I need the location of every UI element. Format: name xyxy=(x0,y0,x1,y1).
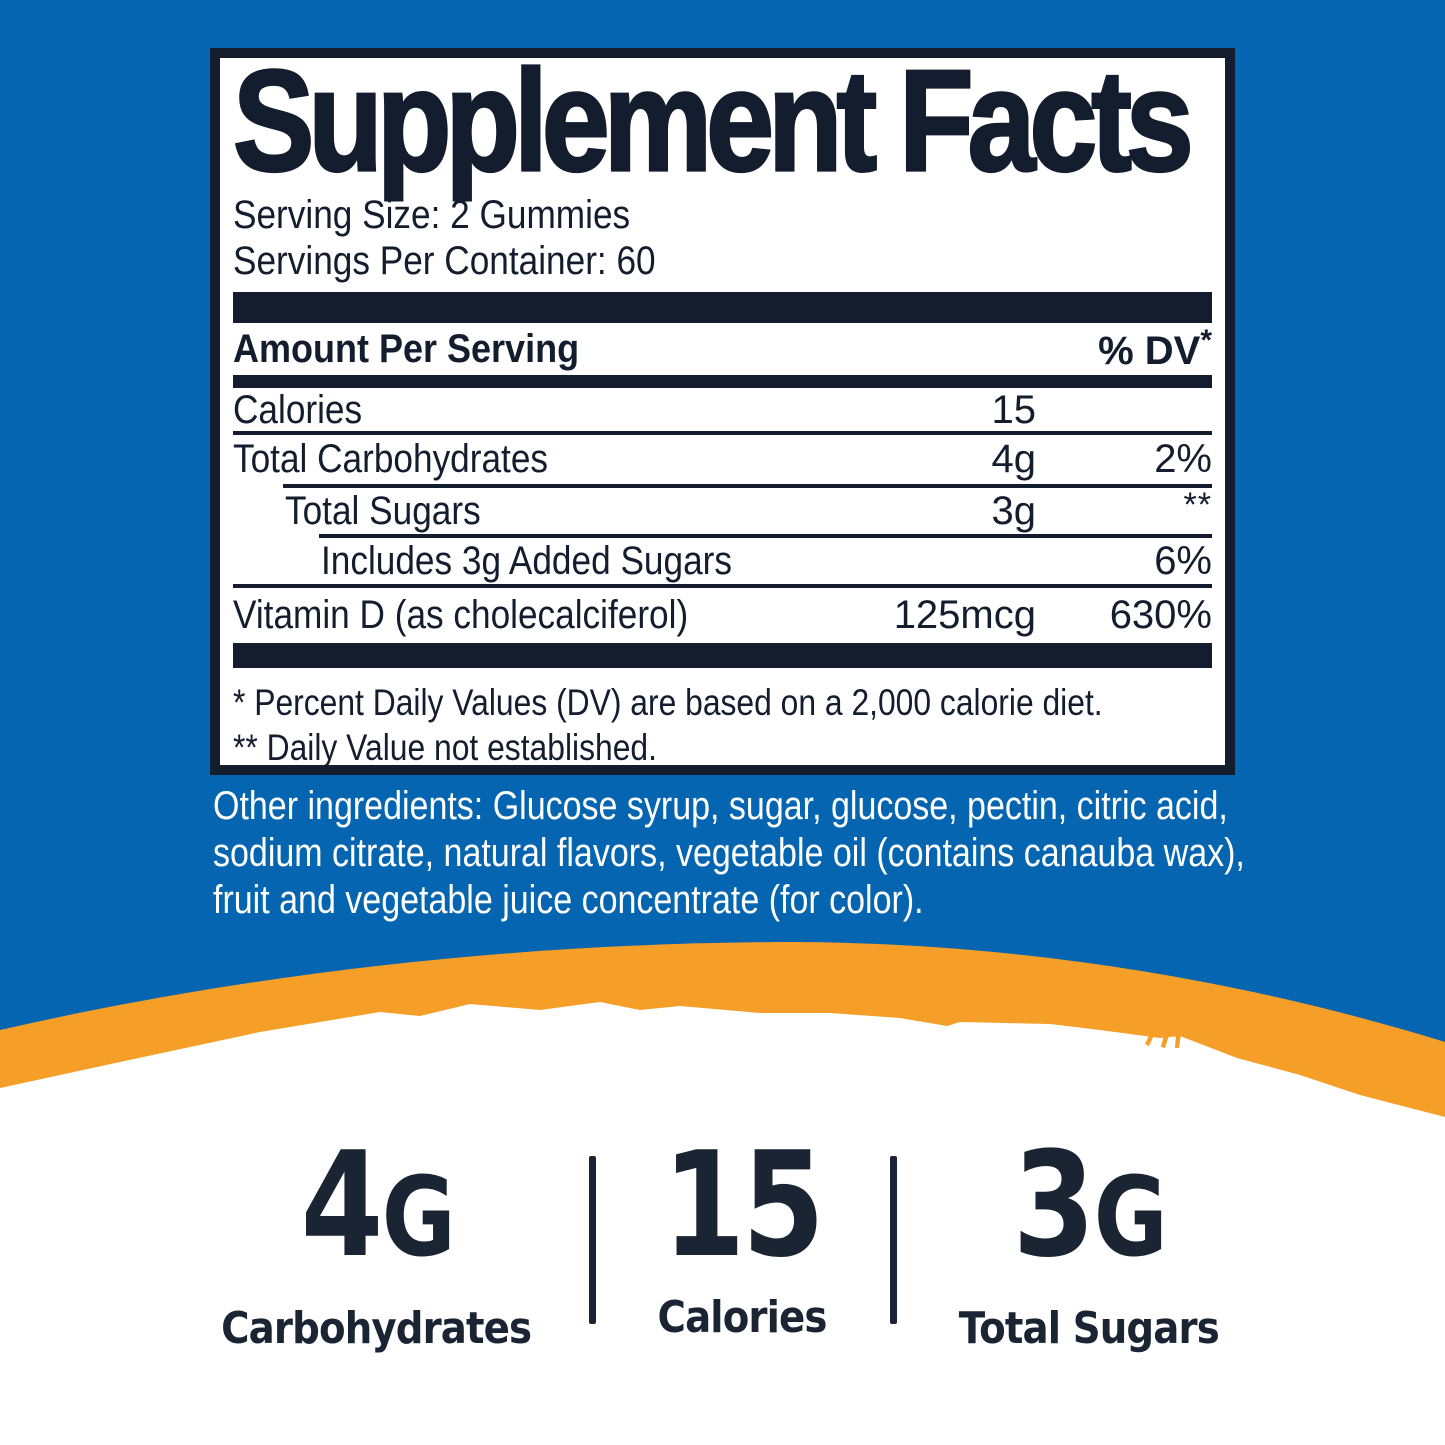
nutrient-dv: 6% xyxy=(1154,538,1212,583)
footnotes: * Percent Daily Values (DV) are based on… xyxy=(233,680,1212,770)
supplement-facts-panel: Supplement Facts Serving Size: 2 Gummies… xyxy=(210,40,1235,775)
table-row: Vitamin D (as cholecalciferol) 125mcg 63… xyxy=(233,588,1212,643)
nutrient-name: Vitamin D (as cholecalciferol) xyxy=(233,593,689,637)
vertical-divider xyxy=(889,1156,897,1324)
highlight-unit: G xyxy=(1093,1153,1168,1281)
nutrient-dv: 2% xyxy=(1154,437,1212,481)
table-row: Includes 3g Added Sugars 6% xyxy=(233,538,1212,584)
table-row: Total Sugars 3g ** xyxy=(233,485,1212,534)
other-ingredients-line: sodium citrate, natural flavors, vegetab… xyxy=(213,831,1245,875)
nutrient-name: Includes 3g Added Sugars xyxy=(321,538,732,583)
separator-bar-medium xyxy=(233,375,1212,388)
vertical-divider xyxy=(588,1156,596,1324)
highlight-label: Carbohydrates xyxy=(221,1303,532,1354)
brush-speck xyxy=(1161,1031,1170,1048)
brush-speck xyxy=(1145,1029,1156,1046)
highlight-value: 15 xyxy=(662,1121,824,1290)
separator-bar-thick xyxy=(233,292,1212,323)
nutrient-name: Calories xyxy=(233,388,363,432)
footnote-not-established: ** Daily Value not established. xyxy=(233,727,657,768)
serving-info: Serving Size: 2 Gummies Servings Per Con… xyxy=(233,192,1212,284)
nutrient-amount: 4g xyxy=(991,437,1037,481)
nutrient-amount: 125mcg xyxy=(893,593,1036,637)
footnote-dv: * Percent Daily Values (DV) are based on… xyxy=(233,682,1103,723)
servings-per-container: Servings Per Container: 60 xyxy=(233,239,656,283)
highlight-label: Total Sugars xyxy=(958,1303,1219,1354)
row-rule xyxy=(233,584,1212,588)
panel-title-wrap: Supplement Facts xyxy=(232,40,1212,201)
nutrient-dv: ** xyxy=(1183,485,1212,524)
table-row: Calories 15 xyxy=(233,388,1212,432)
row-rule xyxy=(319,534,1212,538)
nutrient-name: Total Sugars xyxy=(285,488,481,533)
brush-speck xyxy=(1175,1034,1181,1048)
brush-stroke-graphic xyxy=(0,942,1445,1445)
highlight-label: Calories xyxy=(657,1292,828,1343)
nutrient-name: Total Carbohydrates xyxy=(233,437,549,481)
nutrient-dv: 630% xyxy=(1109,593,1212,637)
table-row: Total Carbohydrates 4g 2% xyxy=(233,435,1212,484)
other-ingredients-line: Other ingredients: Glucose syrup, sugar,… xyxy=(213,784,1228,828)
nutrient-amount: 3g xyxy=(991,488,1037,533)
other-ingredients: Other ingredients: Glucose syrup, sugar,… xyxy=(213,783,1433,924)
serving-size: Serving Size: 2 Gummies xyxy=(233,193,631,237)
nutrient-amount: 15 xyxy=(991,388,1037,432)
highlight-calories: 15 Calories xyxy=(628,1121,858,1343)
panel-title: Supplement Facts xyxy=(232,40,1195,201)
percent-dv-header: % DV* xyxy=(1098,324,1212,373)
dv-asterisk: * xyxy=(1200,324,1212,357)
other-ingredients-line: fruit and vegetable juice concentrate (f… xyxy=(213,878,924,922)
amount-per-serving-header: Amount Per Serving xyxy=(233,326,580,371)
row-rule xyxy=(233,431,1212,435)
separator-bar-bottom xyxy=(233,643,1212,668)
row-rule xyxy=(283,484,1212,488)
table-header-row: Amount Per Serving % DV* xyxy=(233,323,1212,375)
highlight-unit: G xyxy=(381,1153,456,1281)
white-foreground-sweep xyxy=(0,1002,1445,1445)
